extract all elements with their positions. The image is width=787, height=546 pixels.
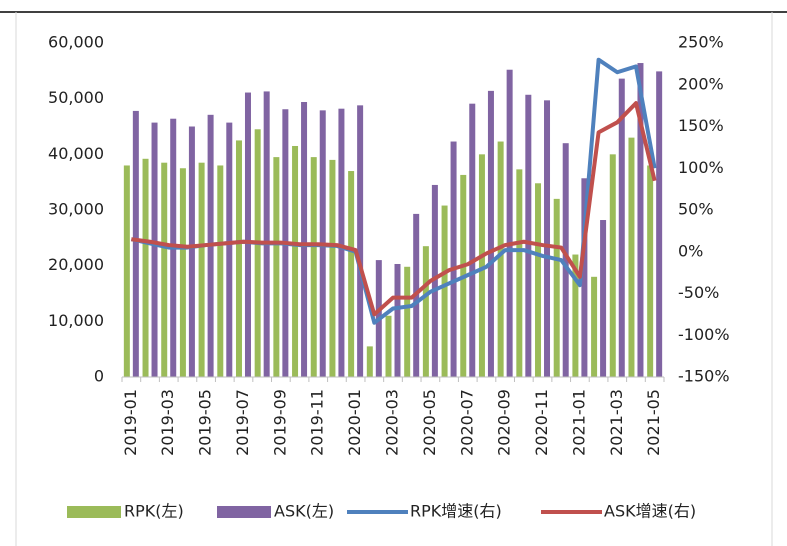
y2-tick-label: -100% — [678, 325, 730, 344]
bar — [628, 137, 635, 377]
bar — [535, 183, 542, 377]
y2-tick-label: -50% — [678, 283, 719, 302]
bar — [478, 154, 485, 377]
x-tick-label: 2019-07 — [233, 389, 252, 456]
bar — [497, 141, 504, 377]
x-tick-label: 2019-05 — [196, 389, 215, 456]
bar — [385, 315, 392, 377]
x-tick-label: 2019-11 — [308, 389, 327, 456]
bar — [544, 100, 551, 377]
x-tick-label: 2019-01 — [121, 389, 140, 456]
bar — [132, 110, 139, 377]
bar — [572, 254, 579, 377]
bar — [263, 91, 270, 378]
legend-swatch — [67, 506, 121, 518]
bar — [618, 78, 625, 378]
legend-label: ASK增速(右) — [604, 502, 696, 521]
bar — [357, 105, 364, 377]
bar — [450, 141, 457, 377]
bar — [198, 162, 205, 377]
bar — [553, 198, 560, 377]
bar — [226, 122, 233, 377]
bar — [254, 129, 261, 377]
legend-swatch — [217, 506, 271, 518]
y-tick-label: 50,000 — [48, 88, 104, 107]
x-tick-label: 2020-11 — [532, 389, 551, 456]
bar — [188, 126, 195, 377]
bar — [581, 178, 588, 377]
legend-label: ASK(左) — [274, 502, 334, 521]
bar — [348, 171, 355, 377]
line-series — [131, 101, 657, 317]
bar — [217, 165, 224, 377]
bar — [338, 108, 345, 377]
bar — [600, 220, 607, 377]
y-tick-label: 30,000 — [48, 200, 104, 219]
y2-tick-label: 250% — [678, 33, 724, 52]
bar — [562, 143, 569, 377]
bar — [292, 145, 299, 377]
bar — [647, 165, 654, 377]
bar — [506, 69, 513, 377]
bar — [142, 158, 149, 377]
bar — [441, 205, 448, 377]
legend-label: RPK(左) — [124, 502, 184, 521]
y-tick-label: 40,000 — [48, 144, 104, 163]
y-tick-label: 60,000 — [48, 33, 104, 52]
bar — [525, 94, 532, 378]
bar — [422, 246, 429, 377]
y2-tick-label: 150% — [678, 116, 724, 135]
bar — [329, 159, 336, 377]
bar — [366, 346, 373, 377]
bar — [151, 122, 158, 377]
legend-label: RPK增速(右) — [410, 502, 502, 521]
bar — [301, 102, 308, 378]
bar — [487, 90, 494, 377]
bar — [404, 266, 411, 377]
x-tick-label: 2021-03 — [607, 389, 626, 456]
x-tick-label: 2020-09 — [495, 389, 514, 456]
bar — [179, 168, 186, 377]
bar — [310, 157, 317, 377]
x-tick-label: 2019-03 — [158, 389, 177, 456]
bar — [394, 263, 401, 377]
bar — [609, 154, 616, 377]
y2-tick-label: 200% — [678, 74, 724, 93]
bar — [516, 169, 523, 377]
bar — [161, 162, 168, 377]
x-tick-label: 2020-05 — [420, 389, 439, 456]
bar — [273, 157, 280, 377]
x-tick-label: 2019-09 — [270, 389, 289, 456]
x-tick-label: 2021-01 — [569, 389, 588, 456]
x-tick-label: 2021-05 — [644, 389, 663, 456]
bar — [591, 276, 598, 377]
bar — [431, 184, 438, 377]
y-tick-label: 10,000 — [48, 311, 104, 330]
bar — [656, 71, 663, 377]
bar — [469, 103, 476, 377]
bar — [244, 92, 251, 377]
y2-tick-label: 50% — [678, 200, 714, 219]
y2-tick-label: -150% — [678, 367, 730, 386]
bar — [637, 63, 644, 377]
y-tick-label: 20,000 — [48, 255, 104, 274]
bar — [123, 165, 130, 377]
y2-tick-label: 0% — [678, 241, 703, 260]
y2-tick-label: 100% — [678, 158, 724, 177]
y-tick-label: 0 — [94, 367, 104, 386]
x-tick-label: 2020-01 — [345, 389, 364, 456]
x-tick-label: 2020-07 — [457, 389, 476, 456]
bar — [235, 140, 242, 377]
x-tick-label: 2020-03 — [383, 389, 402, 456]
